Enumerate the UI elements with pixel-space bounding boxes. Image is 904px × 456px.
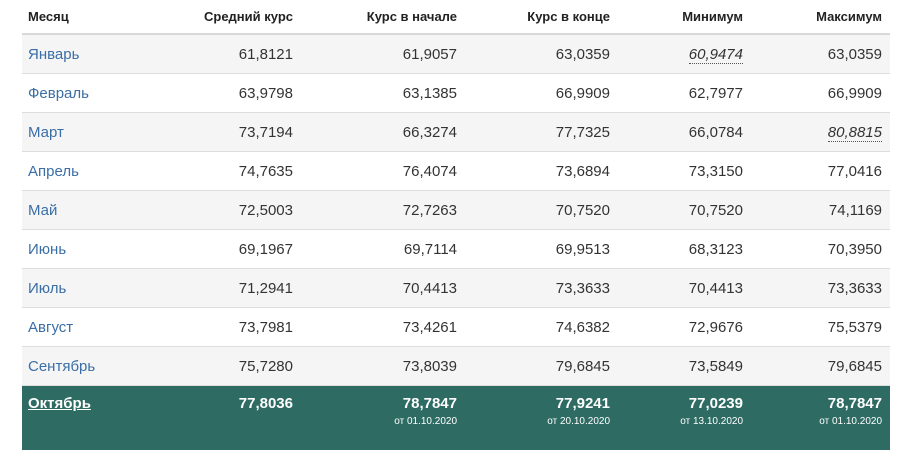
table-row-september: Сентябрь 75,7280 73,8039 79,6845 73,5849…	[22, 346, 890, 386]
table-row-july: Июль 71,2941 70,4413 73,3633 70,4413 73,…	[22, 268, 890, 308]
cell-min: 70,7520	[618, 190, 751, 230]
cell-max-value: 78,7847	[827, 395, 882, 412]
cell-end: 73,3633	[465, 268, 618, 308]
header-month: Месяц	[22, 0, 172, 35]
month-link-april[interactable]: Апрель	[28, 162, 79, 180]
monthly-rates-table: Месяц Средний курс Курс в начале Курс в …	[22, 0, 890, 450]
cell-end: 66,9909	[465, 73, 618, 113]
cell-min-yearly-low: 60,9474	[688, 45, 743, 64]
cell-avg: 77,8036	[172, 385, 301, 450]
cell-start: 78,7847 от 01.10.2020	[301, 385, 465, 450]
month-link-september[interactable]: Сентябрь	[28, 357, 96, 375]
cell-start: 72,7263	[301, 190, 465, 230]
month-link-may[interactable]: Май	[28, 201, 58, 219]
cell-max-yearly-high: 80,8815	[827, 123, 882, 142]
cell-min: 62,7977	[618, 73, 751, 113]
month-link-july[interactable]: Июль	[28, 279, 67, 297]
header-end: Курс в конце	[465, 0, 618, 35]
cell-min: 68,3123	[618, 229, 751, 269]
month-link-june[interactable]: Июнь	[28, 240, 67, 258]
cell-avg: 75,7280	[172, 346, 301, 386]
cell-max: 66,9909	[751, 73, 890, 113]
cell-min: 70,4413	[618, 268, 751, 308]
cell-avg: 72,5003	[172, 190, 301, 230]
cell-max: 77,0416	[751, 151, 890, 191]
cell-avg: 74,7635	[172, 151, 301, 191]
rates-table-container: Месяц Средний курс Курс в начале Курс в …	[22, 0, 890, 450]
cell-min-value: 77,0239	[688, 395, 743, 412]
table-row-current-month: Октябрь 77,8036 78,7847 от 01.10.2020 77,…	[22, 385, 890, 450]
month-link-august[interactable]: Август	[28, 318, 74, 336]
cell-max: 78,7847 от 01.10.2020	[751, 385, 890, 450]
table-row-june: Июнь 69,1967 69,7114 69,9513 68,3123 70,…	[22, 229, 890, 269]
cell-max: 63,0359	[751, 34, 890, 74]
cell-start-value: 78,7847	[402, 395, 457, 412]
cell-min: 72,9676	[618, 307, 751, 347]
cell-avg: 69,1967	[172, 229, 301, 269]
cell-end: 79,6845	[465, 346, 618, 386]
cell-avg: 63,9798	[172, 73, 301, 113]
cell-max: 74,1169	[751, 190, 890, 230]
cell-start: 66,3274	[301, 112, 465, 152]
cell-end-value: 77,9241	[555, 395, 610, 412]
cell-avg: 73,7981	[172, 307, 301, 347]
cell-end: 77,7325	[465, 112, 618, 152]
cell-start-date: от 01.10.2020	[394, 416, 457, 427]
cell-end: 70,7520	[465, 190, 618, 230]
month-link-march[interactable]: Март	[28, 123, 64, 141]
cell-min: 73,3150	[618, 151, 751, 191]
cell-start: 73,4261	[301, 307, 465, 347]
month-link-january[interactable]: Январь	[28, 45, 80, 63]
cell-avg: 71,2941	[172, 268, 301, 308]
cell-avg: 61,8121	[172, 34, 301, 74]
header-max: Максимум	[751, 0, 890, 35]
month-link-february[interactable]: Февраль	[28, 84, 89, 102]
cell-min-date: от 13.10.2020	[680, 416, 743, 427]
cell-end: 73,6894	[465, 151, 618, 191]
month-link-october[interactable]: Октябрь	[28, 395, 91, 412]
cell-end: 77,9241 от 20.10.2020	[465, 385, 618, 450]
table-row-january: Январь 61,8121 61,9057 63,0359 60,9474 6…	[22, 34, 890, 74]
cell-end: 63,0359	[465, 34, 618, 74]
header-row: Месяц Средний курс Курс в начале Курс в …	[22, 0, 890, 35]
table-row-august: Август 73,7981 73,4261 74,6382 72,9676 7…	[22, 307, 890, 347]
cell-avg: 73,7194	[172, 112, 301, 152]
cell-min: 77,0239 от 13.10.2020	[618, 385, 751, 450]
cell-start: 63,1385	[301, 73, 465, 113]
table-row-march: Март 73,7194 66,3274 77,7325 66,0784 80,…	[22, 112, 890, 152]
cell-min: 73,5849	[618, 346, 751, 386]
cell-max-date: от 01.10.2020	[819, 416, 882, 427]
table-row-february: Февраль 63,9798 63,1385 66,9909 62,7977 …	[22, 73, 890, 113]
cell-start: 73,8039	[301, 346, 465, 386]
cell-min: 66,0784	[618, 112, 751, 152]
cell-start: 76,4074	[301, 151, 465, 191]
cell-start: 69,7114	[301, 229, 465, 269]
cell-max: 79,6845	[751, 346, 890, 386]
cell-max: 73,3633	[751, 268, 890, 308]
table-row-may: Май 72,5003 72,7263 70,7520 70,7520 74,1…	[22, 190, 890, 230]
cell-start: 61,9057	[301, 34, 465, 74]
cell-end: 74,6382	[465, 307, 618, 347]
cell-start: 70,4413	[301, 268, 465, 308]
header-start: Курс в начале	[301, 0, 465, 35]
cell-end: 69,9513	[465, 229, 618, 269]
cell-max: 70,3950	[751, 229, 890, 269]
cell-max: 75,5379	[751, 307, 890, 347]
table-row-april: Апрель 74,7635 76,4074 73,6894 73,3150 7…	[22, 151, 890, 191]
header-min: Минимум	[618, 0, 751, 35]
cell-end-date: от 20.10.2020	[547, 416, 610, 427]
header-average: Средний курс	[172, 0, 301, 35]
